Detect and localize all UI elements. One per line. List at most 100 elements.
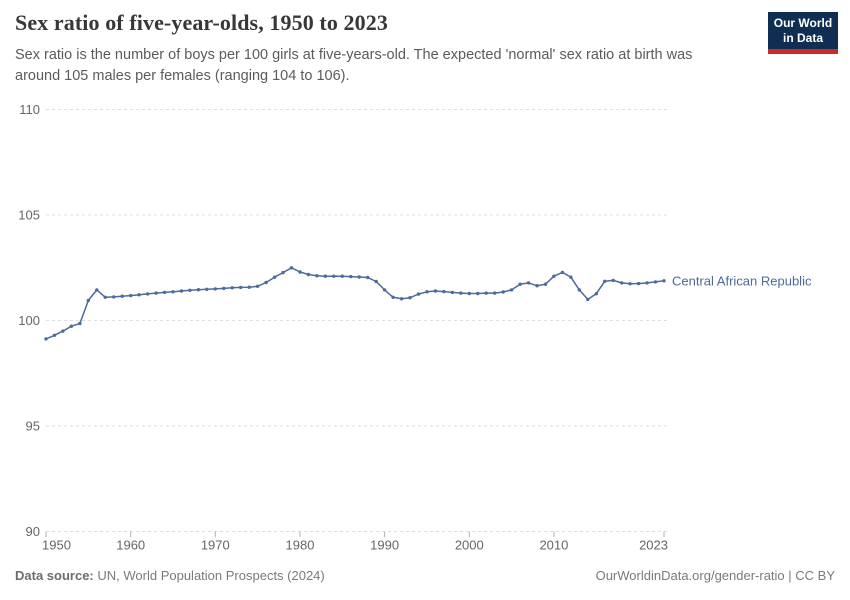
data-point-1982[interactable] — [315, 274, 319, 278]
data-point-1993[interactable] — [408, 296, 412, 300]
owid-logo-line1: Our World — [773, 15, 833, 30]
data-point-1964[interactable] — [162, 290, 167, 295]
data-source-note: Data source: UN, World Population Prospe… — [15, 568, 325, 583]
data-point-1958[interactable] — [112, 295, 116, 299]
owid-logo-box: Our World in Data — [768, 12, 838, 49]
series-label[interactable]: Central African Republic — [672, 273, 812, 288]
data-point-1995[interactable] — [425, 290, 429, 294]
data-point-2001[interactable] — [476, 291, 480, 296]
data-point-2000[interactable] — [467, 291, 471, 296]
data-point-2006[interactable] — [518, 282, 522, 286]
data-point-1974[interactable] — [247, 285, 251, 289]
data-point-1975[interactable] — [255, 284, 260, 288]
data-point-1979[interactable] — [289, 266, 294, 270]
owid-logo-line2: in Data — [782, 30, 823, 45]
data-point-1971[interactable] — [222, 286, 226, 291]
data-point-2013[interactable] — [577, 288, 581, 292]
y-tick-label-90: 90 — [26, 524, 40, 539]
data-point-1989[interactable] — [374, 279, 378, 284]
data-point-2005[interactable] — [509, 288, 514, 292]
y-tick-label-105: 105 — [18, 208, 40, 223]
y-tick-label-110: 110 — [19, 102, 40, 117]
page-title: Sex ratio of five-year-olds, 1950 to 202… — [15, 10, 388, 35]
data-point-1956[interactable] — [95, 288, 99, 292]
x-tick-label-2010: 2010 — [539, 538, 568, 553]
data-point-1976[interactable] — [264, 280, 268, 285]
data-point-2020[interactable] — [636, 281, 641, 286]
data-point-2010[interactable] — [552, 274, 556, 278]
data-point-1980[interactable] — [298, 270, 302, 274]
data-point-2015[interactable] — [594, 292, 598, 296]
data-point-1966[interactable] — [179, 289, 184, 293]
y-tick-label-95: 95 — [26, 419, 40, 434]
data-point-2003[interactable] — [493, 291, 497, 295]
attribution-link[interactable]: OurWorldinData.org/gender-ratio | CC BY — [595, 568, 835, 583]
data-point-2014[interactable] — [586, 297, 590, 302]
x-tick-label-1970: 1970 — [201, 538, 230, 553]
x-tick-label-1980: 1980 — [286, 538, 315, 553]
data-point-1977[interactable] — [272, 275, 277, 279]
data-point-2011[interactable] — [560, 270, 565, 275]
data-point-2004[interactable] — [501, 290, 505, 294]
data-source-label: Data source: — [15, 568, 94, 583]
data-point-1952[interactable] — [61, 329, 65, 333]
data-point-1967[interactable] — [188, 288, 192, 292]
data-point-1983[interactable] — [323, 274, 328, 278]
data-point-1953[interactable] — [69, 324, 74, 328]
data-point-1996[interactable] — [433, 289, 438, 293]
data-point-1994[interactable] — [416, 292, 421, 296]
x-tick-label-2000: 2000 — [455, 538, 484, 553]
data-point-2018[interactable] — [620, 281, 624, 285]
data-point-1954[interactable] — [78, 321, 82, 326]
data-point-2019[interactable] — [628, 282, 632, 286]
data-point-2012[interactable] — [569, 275, 573, 279]
data-point-2021[interactable] — [645, 281, 649, 285]
x-tick-label-1950: 1950 — [42, 538, 71, 553]
data-point-1985[interactable] — [340, 274, 344, 278]
data-point-1951[interactable] — [52, 333, 57, 337]
data-point-1969[interactable] — [205, 287, 209, 291]
data-point-1970[interactable] — [213, 287, 217, 291]
data-point-2008[interactable] — [535, 284, 539, 288]
data-point-1978[interactable] — [281, 270, 285, 275]
data-point-1965[interactable] — [171, 290, 175, 294]
data-point-1988[interactable] — [366, 275, 370, 280]
data-point-1984[interactable] — [332, 274, 336, 278]
data-point-1960[interactable] — [129, 293, 133, 298]
x-tick-label-1960: 1960 — [116, 538, 145, 553]
data-point-2002[interactable] — [484, 291, 488, 295]
data-point-1987[interactable] — [357, 275, 361, 279]
data-point-1973[interactable] — [239, 285, 243, 290]
owid-logo[interactable]: Our World in Data — [768, 12, 838, 54]
data-point-2016[interactable] — [603, 279, 607, 283]
chart-subtitle: Sex ratio is the number of boys per 100 … — [15, 47, 693, 84]
data-point-2009[interactable] — [543, 282, 548, 286]
data-point-1990[interactable] — [382, 288, 387, 292]
data-point-1998[interactable] — [450, 290, 455, 295]
data-point-1950[interactable] — [44, 337, 48, 341]
data-point-1955[interactable] — [86, 298, 91, 303]
data-point-1999[interactable] — [459, 291, 463, 295]
data-point-1986[interactable] — [349, 274, 353, 279]
data-point-1961[interactable] — [137, 293, 141, 297]
data-point-1972[interactable] — [230, 286, 234, 290]
chart-footer: Data source: UN, World Population Prospe… — [15, 568, 835, 583]
data-point-1968[interactable] — [196, 288, 201, 292]
owid-logo-red-bar — [768, 49, 838, 54]
data-point-1981[interactable] — [306, 272, 311, 277]
data-point-1959[interactable] — [120, 294, 124, 298]
x-tick-label-2023: 2023 — [639, 538, 668, 553]
data-point-2022[interactable] — [653, 280, 658, 284]
data-point-2007[interactable] — [526, 281, 531, 285]
data-point-1957[interactable] — [103, 295, 108, 299]
data-point-1962[interactable] — [145, 292, 150, 296]
x-tick-label-1990: 1990 — [370, 538, 399, 553]
data-point-1963[interactable] — [154, 291, 158, 295]
data-point-2023[interactable] — [662, 279, 666, 283]
data-point-1992[interactable] — [399, 297, 404, 301]
data-point-2017[interactable] — [611, 278, 615, 283]
data-point-1991[interactable] — [391, 295, 395, 299]
data-point-1997[interactable] — [442, 289, 446, 294]
